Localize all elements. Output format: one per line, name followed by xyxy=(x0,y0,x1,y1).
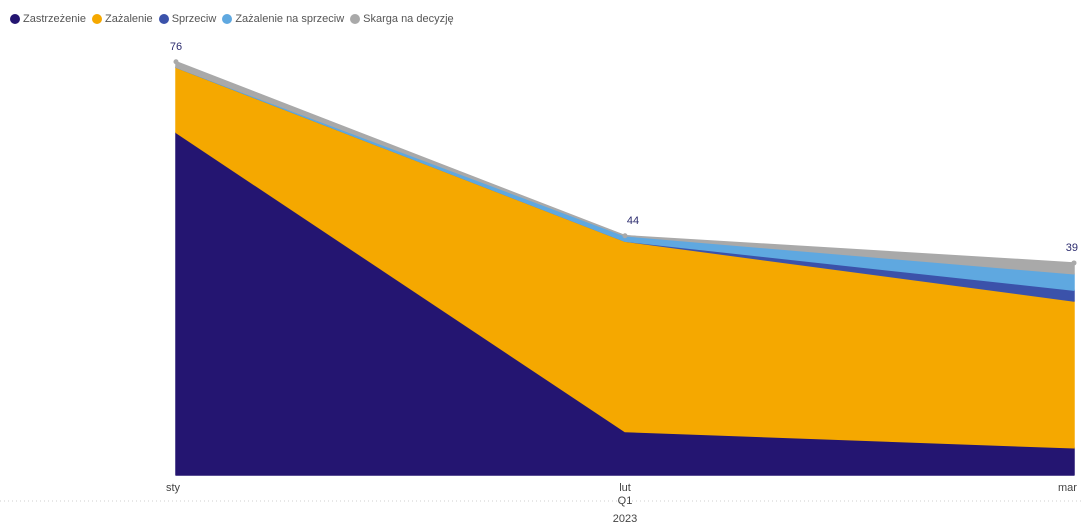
areas-layer xyxy=(173,59,1077,476)
legend-label: Sprzeciw xyxy=(171,13,217,25)
legend-marker-icon xyxy=(222,14,233,24)
legend-marker-icon xyxy=(10,14,20,24)
legend-marker-icon xyxy=(91,14,102,24)
legend-label: Skarga na decyzję xyxy=(363,13,454,25)
x-tick-label: sty xyxy=(166,482,181,494)
total-point[interactable] xyxy=(622,233,628,239)
x-year-label: 2023 xyxy=(613,513,637,525)
data-label-total: 44 xyxy=(627,215,639,227)
data-labels: 76 44 39 xyxy=(170,41,1078,254)
x-tick-label: mar xyxy=(1058,482,1077,494)
x-axis: sty lut mar Q1 2023 xyxy=(0,482,1082,525)
legend-item-zazalenie[interactable]: Zażalenie xyxy=(91,13,153,25)
x-tick-label: lut xyxy=(619,482,631,494)
legend: Zastrzeżenie Zażalenie Sprzeciw Zażaleni… xyxy=(10,10,454,28)
total-point[interactable] xyxy=(173,59,179,65)
data-label-total: 76 xyxy=(170,41,182,53)
legend-marker-icon xyxy=(158,14,169,24)
legend-label: Zażalenie xyxy=(104,13,153,25)
legend-item-sprzeciw[interactable]: Sprzeciw xyxy=(158,13,217,25)
legend-label: Zastrzeżenie xyxy=(23,13,86,25)
legend-item-zastrzezenie[interactable]: Zastrzeżenie xyxy=(10,13,86,25)
legend-item-skarga-na-decyzje[interactable]: Skarga na decyzję xyxy=(350,13,454,25)
x-quarter-label: Q1 xyxy=(618,495,633,507)
legend-marker-icon xyxy=(350,14,361,24)
data-label-total: 39 xyxy=(1066,242,1078,254)
legend-item-zazalenie-na-sprzeciw[interactable]: Zażalenie na sprzeciw xyxy=(222,13,344,25)
total-point[interactable] xyxy=(1071,260,1077,266)
legend-label: Zażalenie na sprzeciw xyxy=(235,13,345,25)
